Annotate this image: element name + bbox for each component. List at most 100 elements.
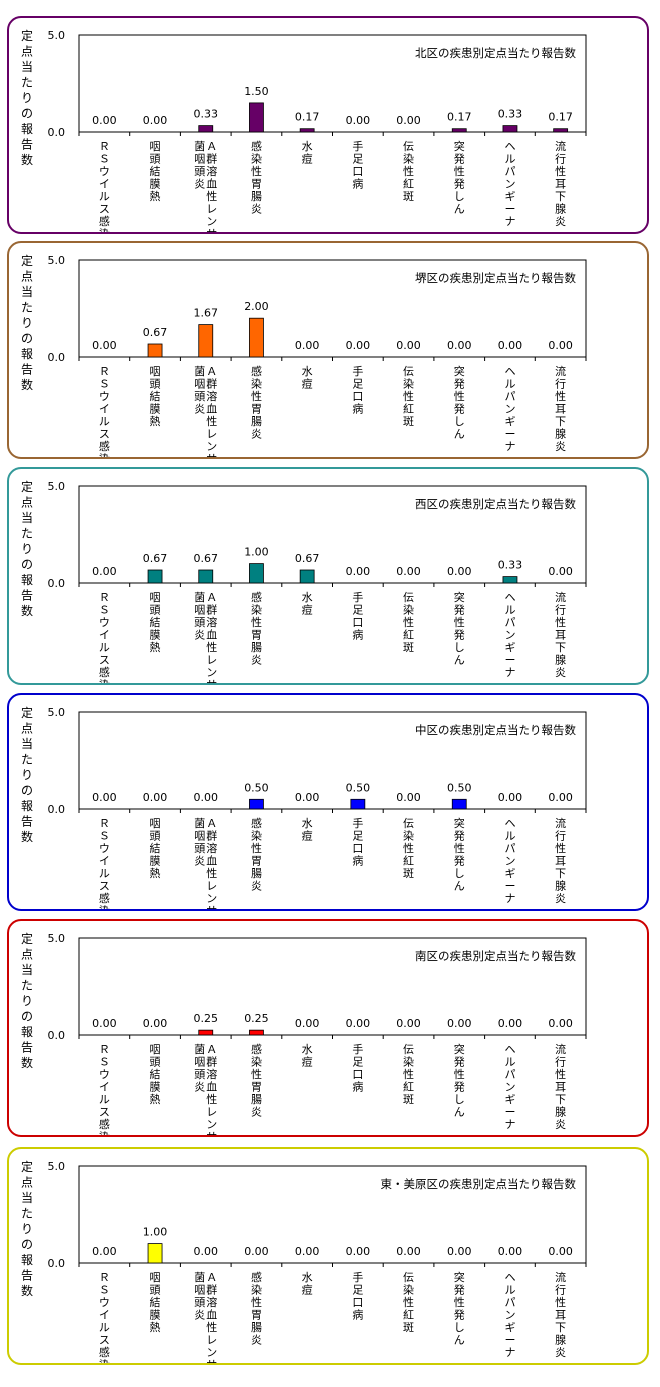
bar: [147, 569, 163, 584]
x-tick-label: 咽頭結膜熱: [150, 365, 161, 428]
x-tick-label: 伝染性紅斑: [403, 591, 414, 654]
x-tick-label: 水痘: [302, 817, 313, 843]
data-label: 1.50: [244, 85, 269, 98]
data-label: 0.00: [447, 1245, 472, 1258]
data-label: 0.67: [143, 326, 168, 339]
x-tick-label: ＲＳウイルス感染症: [99, 365, 110, 457]
x-tick-label: ＲＳウイルス感染症: [99, 591, 110, 683]
plot-area: [78, 259, 587, 358]
x-tick-label: 流行性耳下腺炎: [555, 139, 566, 228]
bar: [299, 569, 315, 584]
x-tick-label: 感染性胃腸炎: [251, 140, 262, 216]
data-label: 0.25: [244, 1012, 269, 1025]
data-label: 0.00: [498, 791, 523, 804]
x-tick-label: ヘルパンギーナ: [504, 591, 515, 679]
data-label: 0.00: [295, 1017, 320, 1030]
x-tick-label: 水痘: [302, 591, 313, 617]
x-tick-label: 突発性発しん: [454, 1270, 465, 1347]
data-label: 0.67: [295, 552, 320, 565]
chart-title: 南区の疾患別定点当たり報告数: [415, 949, 576, 963]
bar-chart: 定点当たりの報告数 5.0 0.0 西区の疾患別定点当たり報告数 0.00 ＲＳウイルス感…: [21, 479, 587, 683]
x-tick-label: 咽頭結膜熱: [150, 817, 161, 880]
data-label: 0.00: [396, 565, 421, 578]
data-label: 0.00: [92, 1017, 117, 1030]
data-label: 0.00: [92, 791, 117, 804]
x-tick-label: Ａ群溶血性レンサ球菌咽頭炎: [194, 1271, 217, 1363]
data-label: 0.33: [498, 108, 523, 121]
x-tick-label: 伝染性紅斑: [403, 140, 414, 203]
x-tick-label: ＲＳウイルス感染症: [99, 140, 110, 232]
x-tick-label: 咽頭結膜熱: [150, 591, 161, 654]
x-tick-label: 手足口病: [352, 1042, 363, 1094]
data-label: 0.00: [548, 1245, 573, 1258]
x-tick-label: ヘルパンギーナ: [504, 817, 515, 905]
x-tick-label: 咽頭結膜熱: [150, 1271, 161, 1334]
x-tick-label: 感染性胃腸炎: [251, 365, 262, 441]
bar: [249, 317, 264, 358]
x-tick-label: 流行性耳下腺炎: [555, 590, 566, 679]
bar: [350, 798, 366, 810]
data-label: 0.00: [244, 1245, 269, 1258]
data-label: 0.00: [92, 1245, 117, 1258]
y-tick-label: 0.0: [48, 803, 66, 816]
bar: [198, 324, 214, 358]
data-label: 0.67: [143, 552, 168, 565]
data-label: 0.33: [194, 108, 219, 121]
x-tick-label: 流行性耳下腺炎: [555, 364, 566, 453]
data-label: 0.00: [295, 1245, 320, 1258]
x-tick-label: 感染性胃腸炎: [251, 1271, 262, 1347]
data-label: 0.00: [346, 114, 371, 127]
x-tick-label: 突発性発しん: [454, 816, 465, 893]
x-tick-label: 流行性耳下腺炎: [555, 816, 566, 905]
data-label: 0.00: [194, 791, 219, 804]
x-tick-label: Ａ群溶血性レンサ球菌咽頭炎: [194, 140, 217, 232]
y-tick-label: 0.0: [48, 577, 66, 590]
x-tick-label: 手足口病: [352, 816, 363, 868]
data-label: 0.00: [498, 1017, 523, 1030]
data-label: 0.50: [447, 781, 472, 794]
data-label: 0.00: [346, 565, 371, 578]
data-label: 1.00: [143, 1226, 168, 1239]
data-label: 0.00: [548, 791, 573, 804]
data-label: 2.00: [244, 300, 269, 313]
bar-chart: 定点当たりの報告数 5.0 0.0 中区の疾患別定点当たり報告数 0.00 ＲＳウイルス感…: [21, 705, 587, 909]
x-tick-label: 手足口病: [352, 590, 363, 642]
bar: [502, 576, 518, 584]
data-label: 0.33: [498, 559, 523, 572]
y-axis-label: 定点当たりの報告数: [21, 931, 33, 1070]
data-label: 0.50: [346, 781, 371, 794]
data-label: 0.00: [396, 1245, 421, 1258]
chart-title: 堺区の疾患別定点当たり報告数: [415, 271, 576, 285]
bar: [451, 798, 467, 810]
chart-title: 中区の疾患別定点当たり報告数: [415, 723, 576, 737]
x-tick-label: ＲＳウイルス感染症: [99, 817, 110, 909]
data-label: 0.00: [396, 1017, 421, 1030]
bar: [553, 128, 569, 133]
plot-area: [78, 1165, 587, 1264]
plot-area: [78, 711, 587, 810]
data-label: 0.25: [194, 1012, 219, 1025]
y-tick-label: 5.0: [48, 29, 66, 42]
y-axis-label: 定点当たりの報告数: [21, 253, 33, 392]
data-label: 0.00: [346, 1245, 371, 1258]
x-tick-label: 突発性発しん: [454, 590, 465, 667]
x-tick-label: ヘルパンギーナ: [504, 1043, 515, 1131]
y-tick-label: 5.0: [48, 254, 66, 267]
data-label: 0.00: [143, 114, 168, 127]
y-tick-label: 5.0: [48, 706, 66, 719]
data-label: 0.17: [447, 111, 472, 124]
y-tick-label: 0.0: [48, 351, 66, 364]
chart-title: 北区の疾患別定点当たり報告数: [415, 46, 576, 60]
data-label: 0.00: [447, 339, 472, 352]
x-tick-label: 感染性胃腸炎: [251, 1043, 262, 1119]
x-tick-label: 流行性耳下腺炎: [555, 1270, 566, 1359]
x-tick-label: 伝染性紅斑: [403, 1271, 414, 1334]
data-label: 0.00: [447, 1017, 472, 1030]
y-axis-label: 定点当たりの報告数: [21, 28, 33, 167]
data-label: 0.00: [295, 339, 320, 352]
x-tick-label: ＲＳウイルス感染症: [99, 1043, 110, 1135]
x-tick-label: 咽頭結膜熱: [150, 140, 161, 203]
data-label: 0.00: [498, 1245, 523, 1258]
chart-panel: 定点当たりの報告数 5.0 0.0 西区の疾患別定点当たり報告数 0.00 ＲＳウイルス感…: [7, 467, 649, 685]
x-tick-label: ヘルパンギーナ: [504, 1271, 515, 1359]
